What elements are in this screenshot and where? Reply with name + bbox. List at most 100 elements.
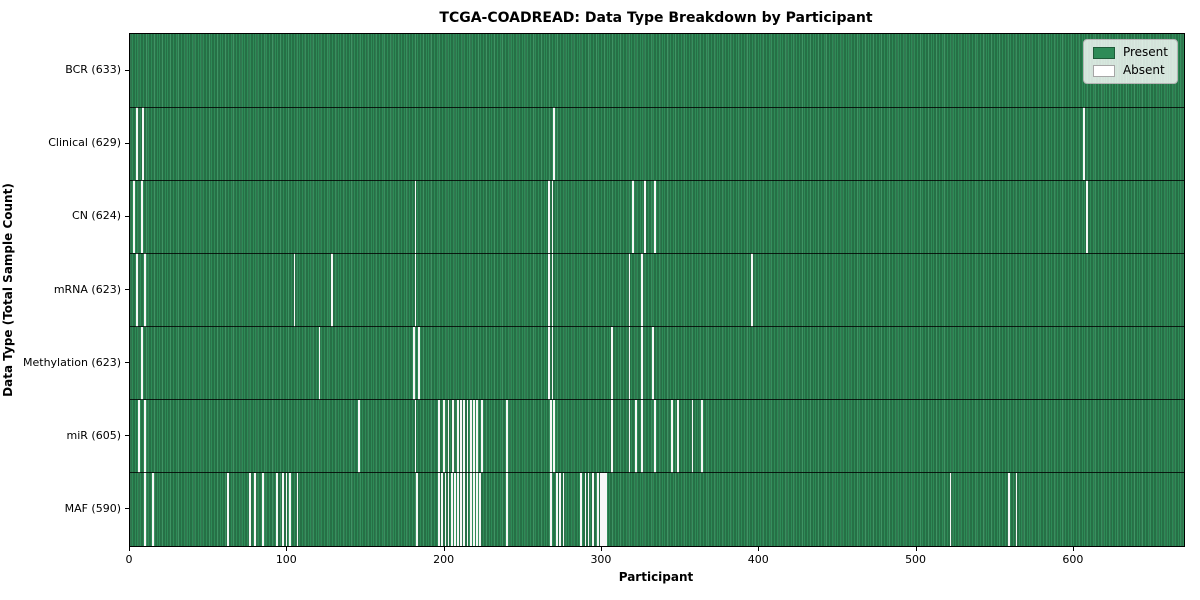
absent-line [671,399,673,473]
absent-line [631,180,634,254]
absent-line [604,472,607,546]
absent-line [611,399,614,473]
absent-line [551,326,554,400]
absent-line [628,399,631,473]
absent-line [447,472,450,546]
absent-line [549,472,552,546]
absent-line [549,399,552,473]
absent-line [553,399,555,473]
absent-line [136,253,138,327]
y-tick-label-mrna: mRNA (623) [53,282,121,296]
absent-line [1007,472,1010,546]
absent-line [641,326,643,400]
absent-line [276,472,278,546]
y-tick-mark [125,435,129,437]
absent-line [677,399,680,473]
x-tick-mark [1072,547,1074,551]
absent-line [413,326,415,400]
absent-line [285,472,288,546]
absent-line [296,472,299,546]
absent-line [551,253,554,327]
y-tick-label-mir: miR (605) [66,428,122,442]
absent-line [949,472,952,546]
x-tick-label-300: 300 [590,553,612,566]
absent-line [469,399,472,473]
y-axis-label: Data Type (Total Sample Count) [1,183,15,397]
x-tick-label-500: 500 [905,553,927,566]
absent-line [1083,107,1086,181]
absent-line [452,399,455,473]
absent-line [597,472,599,546]
chart-row-methylation [130,326,1184,400]
y-tick-mark [125,215,129,217]
legend-entry-absent: Absent [1092,64,1168,77]
absent-line [457,399,459,473]
absent-line [142,107,145,181]
absent-line [441,472,444,546]
absent-line [505,472,508,546]
absent-line [288,472,291,546]
absent-line [249,472,252,546]
absent-line [611,326,614,400]
absent-line [137,399,140,473]
absent-line [416,472,419,546]
absent-line [751,253,754,327]
absent-line [453,472,456,546]
row-separator [130,252,1184,254]
row-separator [130,106,1184,108]
absent-line [592,472,595,546]
absent-line [548,326,551,400]
absent-line [479,472,481,546]
absent-line [144,253,146,327]
absent-line [469,472,472,546]
absent-line [587,472,590,546]
absent-line [628,253,631,327]
x-axis-label: Participant [618,570,694,584]
absent-line [652,326,654,400]
absent-line [417,326,420,400]
absent-line [133,180,135,254]
absent-line [1086,180,1089,254]
absent-line [438,472,441,546]
absent-line [151,472,154,546]
x-tick-mark [758,547,760,551]
absent-line [282,472,285,546]
absent-line [358,399,360,473]
absent-line [475,399,478,473]
chart-row-mir [130,399,1184,473]
absent-line [466,472,469,546]
absent-line [641,399,643,473]
y-tick-mark [125,362,129,364]
absent-line [472,472,475,546]
chart-row-clinical [130,107,1184,181]
x-tick-label-100: 100 [275,553,297,566]
absent-line [556,472,559,546]
absent-swatch [1092,64,1115,77]
absent-line [438,399,441,473]
y-tick-mark [125,142,129,144]
absent-line [444,472,447,546]
absent-line [293,253,296,327]
absent-line [641,253,643,327]
chart-row-maf [130,472,1184,546]
absent-line [628,326,631,400]
y-tick-label-maf: MAF (590) [64,501,121,515]
chart-row-bcr [130,34,1184,108]
absent-line [457,472,459,546]
x-tick-label-200: 200 [433,553,455,566]
absent-line [548,180,551,254]
absent-line [548,253,551,327]
x-tick-label-0: 0 [125,553,133,566]
absent-line [414,399,417,473]
legend-label-present: Present [1122,45,1168,59]
absent-line [562,472,565,546]
absent-line [559,472,562,546]
absent-line [450,472,453,546]
y-tick-label-clinical: Clinical (629) [48,136,121,150]
absent-line [700,399,703,473]
absent-line [480,399,483,473]
absent-line [472,399,475,473]
absent-line [634,399,637,473]
y-tick-label-bcr: BCR (633) [65,63,121,77]
absent-line [460,472,463,546]
